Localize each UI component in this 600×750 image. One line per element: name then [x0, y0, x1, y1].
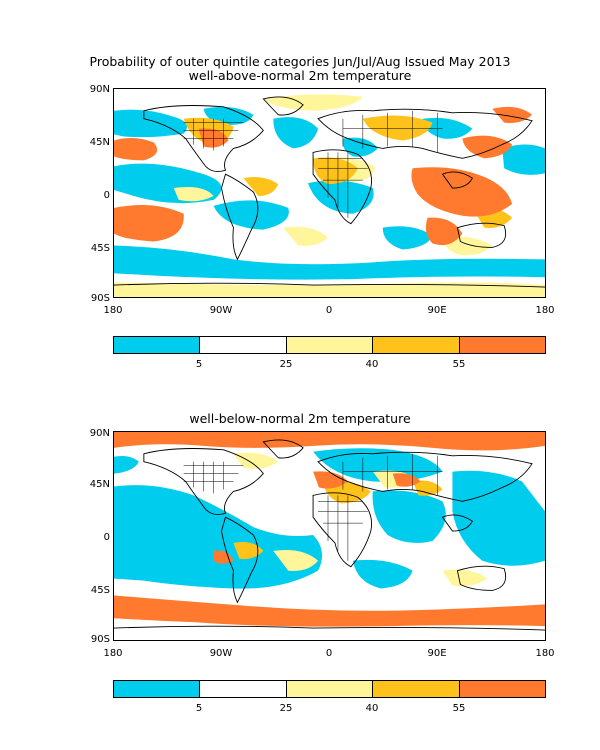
colorbar-1-seg-5 [459, 337, 546, 353]
panel-1-lat-45n: 45N [89, 137, 110, 148]
colorbar-1-seg-4 [373, 337, 460, 353]
colorbar-1-seg-3 [286, 337, 374, 353]
below-yellow-regions [233, 452, 488, 587]
panel-1-lat-45s: 45S [90, 243, 110, 254]
panel-2-lat-45n: 45N [89, 479, 110, 490]
panel-2-lat-90s: 90S [90, 634, 110, 645]
panel-2-lat-0: 0 [103, 532, 110, 543]
colorbar-1-label-40: 40 [365, 359, 379, 370]
panel-1-lon-90w: 90W [209, 305, 233, 316]
panel-1-lon-0: 0 [325, 305, 333, 316]
panel-2-lon-90w: 90W [209, 648, 233, 659]
below-borders [183, 453, 443, 561]
panel-2-lon-0: 0 [325, 648, 333, 659]
colorbar-2-label-25: 25 [279, 703, 293, 714]
colorbar-2-seg-1 [114, 681, 201, 697]
panel-1-lon-180w: 180 [103, 305, 123, 316]
colorbar-2-seg-3 [286, 681, 374, 697]
map-below-normal-svg [114, 432, 545, 640]
below-cyan-regions [114, 448, 545, 589]
above-borders [183, 110, 443, 218]
panel-2-lon-180e: 180 [535, 648, 555, 659]
colorbar-1-seg-1 [114, 337, 201, 353]
above-cyan-regions [114, 106, 545, 280]
colorbar-1-label-55: 55 [452, 359, 466, 370]
below-orange-regions [114, 432, 545, 627]
panel-1-lon-180e: 180 [535, 305, 555, 316]
colorbar-2-label-55: 55 [452, 703, 466, 714]
panel-1-lat-90s: 90S [90, 293, 110, 304]
colorbar-2-seg-5 [459, 681, 546, 697]
colorbar-1 [113, 336, 546, 354]
map-below-normal [113, 431, 546, 641]
panel-2-lon-180w: 180 [103, 648, 123, 659]
above-orange-regions [114, 106, 533, 246]
map-above-normal [113, 88, 546, 298]
panel-1-lat-0: 0 [103, 190, 110, 201]
colorbar-2-label-5: 5 [195, 703, 203, 714]
colorbar-2-seg-2 [200, 681, 287, 697]
panel-2-subtitle: well-below-normal 2m temperature [189, 411, 411, 426]
figure-title: Probability of outer quintile categories… [89, 54, 511, 69]
panel-2-lat-45s: 45S [90, 585, 110, 596]
panel-1-lat-90n: 90N [89, 84, 110, 95]
colorbar-2-label-40: 40 [365, 703, 379, 714]
below-coastlines [114, 439, 545, 631]
colorbar-1-label-5: 5 [195, 359, 203, 370]
colorbar-2 [113, 680, 546, 698]
panel-2-lon-90e: 90E [427, 648, 447, 659]
map-above-normal-svg [114, 89, 545, 297]
above-coastlines [114, 96, 545, 288]
colorbar-1-seg-2 [200, 337, 287, 353]
panel-2-lat-90n: 90N [89, 428, 110, 439]
colorbar-1-label-25: 25 [279, 359, 293, 370]
panel-1-lon-90e: 90E [427, 305, 447, 316]
panel-1-subtitle: well-above-normal 2m temperature [188, 68, 412, 83]
colorbar-2-seg-4 [373, 681, 460, 697]
